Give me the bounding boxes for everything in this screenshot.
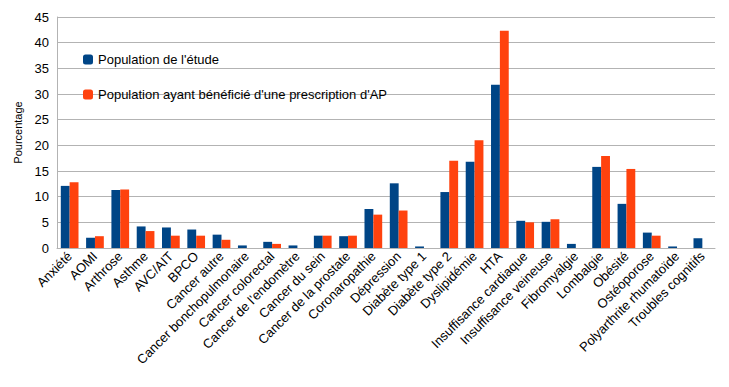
svg-text:Anxiété: Anxiété (33, 248, 75, 290)
svg-text:Cancer autre: Cancer autre (163, 248, 227, 313)
svg-text:Obésité: Obésité (589, 248, 632, 291)
svg-text:40: 40 (35, 35, 49, 50)
svg-text:15: 15 (35, 164, 49, 179)
svg-text:Troubles cognitifs: Troubles cognitifs (625, 248, 708, 331)
svg-text:Arthrose: Arthrose (80, 248, 126, 294)
svg-text:Cancer colorectal: Cancer colorectal (195, 248, 278, 331)
svg-text:Cancer du sein: Cancer du sein (255, 248, 328, 322)
svg-text:Cancer de l'endomètre: Cancer de l'endomètre (200, 249, 303, 352)
svg-text:Insuffisance cardiaque: Insuffisance cardiaque (428, 248, 531, 351)
svg-text:45: 45 (35, 10, 49, 25)
svg-text:Lombalgie: Lombalgie (553, 248, 607, 302)
svg-text:30: 30 (35, 87, 49, 102)
svg-text:Diabète type 1: Diabète type 1 (359, 248, 430, 319)
svg-text:AOMI: AOMI (66, 248, 101, 283)
svg-text:Population ayant bénéficié d'u: Population ayant bénéficié d'une prescri… (98, 87, 387, 102)
svg-text:Ostéoporose: Ostéoporose (593, 248, 657, 312)
svg-text:Asthme: Asthme (109, 248, 151, 291)
svg-text:Cancer bonchopulmonaire: Cancer bonchopulmonaire (133, 248, 253, 367)
svg-text:5: 5 (42, 215, 49, 230)
svg-text:25: 25 (35, 112, 49, 127)
svg-text:Pourcentage: Pourcentage (12, 101, 24, 163)
svg-text:Dépression: Dépression (346, 248, 404, 306)
svg-text:10: 10 (35, 189, 49, 204)
svg-text:Fibromyalgie: Fibromyalgie (517, 248, 582, 312)
svg-text:35: 35 (35, 61, 49, 76)
svg-text:20: 20 (35, 138, 49, 153)
svg-text:Insuffisance veineuse: Insuffisance veineuse (457, 248, 556, 348)
svg-text:Dyslipidémie: Dyslipidémie (417, 248, 480, 312)
svg-text:Population de l'étude: Population de l'étude (98, 52, 219, 67)
svg-text:Diabète type 2: Diabète type 2 (384, 248, 455, 319)
svg-text:Cancer de la prostate: Cancer de la prostate (254, 248, 354, 348)
svg-text:0: 0 (42, 241, 49, 256)
svg-text:HTA: HTA (476, 248, 506, 277)
svg-text:Coronaropathie: Coronaropathie (304, 248, 379, 323)
svg-text:Polyarthrite rhumatoïde: Polyarthrite rhumatoïde (576, 249, 682, 355)
svg-text:AVC/AIT: AVC/AIT (130, 248, 177, 295)
svg-text:BPCO: BPCO (164, 248, 202, 286)
